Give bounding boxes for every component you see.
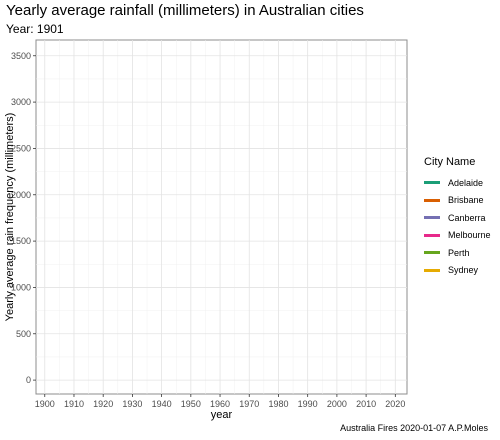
y-tick-label: 2000 xyxy=(11,190,31,200)
legend-items: Adelaide Brisbane Canberra Melbourne Perth Sy… xyxy=(424,174,491,279)
legend-label: Sydney xyxy=(448,265,479,276)
x-tick-label: 2000 xyxy=(327,399,347,409)
y-tick-label: 1000 xyxy=(11,282,31,292)
legend: City Name Adelaide Brisbane Canberra Melbou… xyxy=(424,156,491,279)
legend-item-adelaide: Adelaide xyxy=(424,174,491,192)
x-tick-label: 1970 xyxy=(239,399,259,409)
x-tick-label: 1960 xyxy=(210,399,230,409)
x-tick-label: 2010 xyxy=(356,399,376,409)
chart-caption: Australia Fires 2020-01-07 A.P.Moles xyxy=(340,423,488,433)
y-tick-label: 2500 xyxy=(11,143,31,153)
x-tick-label: 1980 xyxy=(268,399,288,409)
x-tick-label: 1950 xyxy=(181,399,201,409)
legend-label: Adelaide xyxy=(448,177,484,188)
y-axis-label: Yearly average rain frequency (millimete… xyxy=(4,113,16,322)
legend-label: Perth xyxy=(448,247,470,258)
y-tick-label: 500 xyxy=(16,329,31,339)
plot-panel xyxy=(35,39,408,395)
y-tick-label: 1500 xyxy=(11,236,31,246)
legend-item-brisbane: Brisbane xyxy=(424,192,491,210)
x-tick-label: 1920 xyxy=(93,399,113,409)
y-tick-label: 0 xyxy=(26,375,31,385)
legend-key-swatch xyxy=(424,233,440,237)
legend-label: Canberra xyxy=(448,212,486,223)
chart-subtitle: Year: 1901 xyxy=(6,22,64,36)
legend-item-sydney: Sydney xyxy=(424,262,491,280)
legend-item-perth: Perth xyxy=(424,244,491,262)
legend-label: Brisbane xyxy=(448,195,484,206)
x-tick-label: 1910 xyxy=(64,399,84,409)
x-tick-label: 1940 xyxy=(152,399,172,409)
legend-item-melbourne: Melbourne xyxy=(424,227,491,245)
axes: 1900 1910 1920 1930 1940 1950 1960 1970 1980 1990… xyxy=(11,51,405,409)
y-tick-label: 3000 xyxy=(11,97,31,107)
x-tick-label: 1990 xyxy=(298,399,318,409)
y-tick-label: 3500 xyxy=(11,51,31,61)
x-tick-label: 1900 xyxy=(35,399,55,409)
x-axis-label: year xyxy=(211,409,233,421)
legend-key-swatch xyxy=(424,216,440,220)
legend-key-swatch xyxy=(424,198,440,202)
chart-title: Yearly average rainfall (millimeters) in… xyxy=(6,2,364,19)
legend-key-swatch xyxy=(424,181,440,185)
legend-title: City Name xyxy=(424,156,476,168)
x-tick-label: 2020 xyxy=(385,399,405,409)
legend-label: Melbourne xyxy=(448,230,491,241)
legend-item-canberra: Canberra xyxy=(424,209,491,227)
legend-key-swatch xyxy=(424,251,440,255)
grid-lines xyxy=(36,40,407,394)
x-tick-label: 1930 xyxy=(122,399,142,409)
legend-key-swatch xyxy=(424,268,440,272)
